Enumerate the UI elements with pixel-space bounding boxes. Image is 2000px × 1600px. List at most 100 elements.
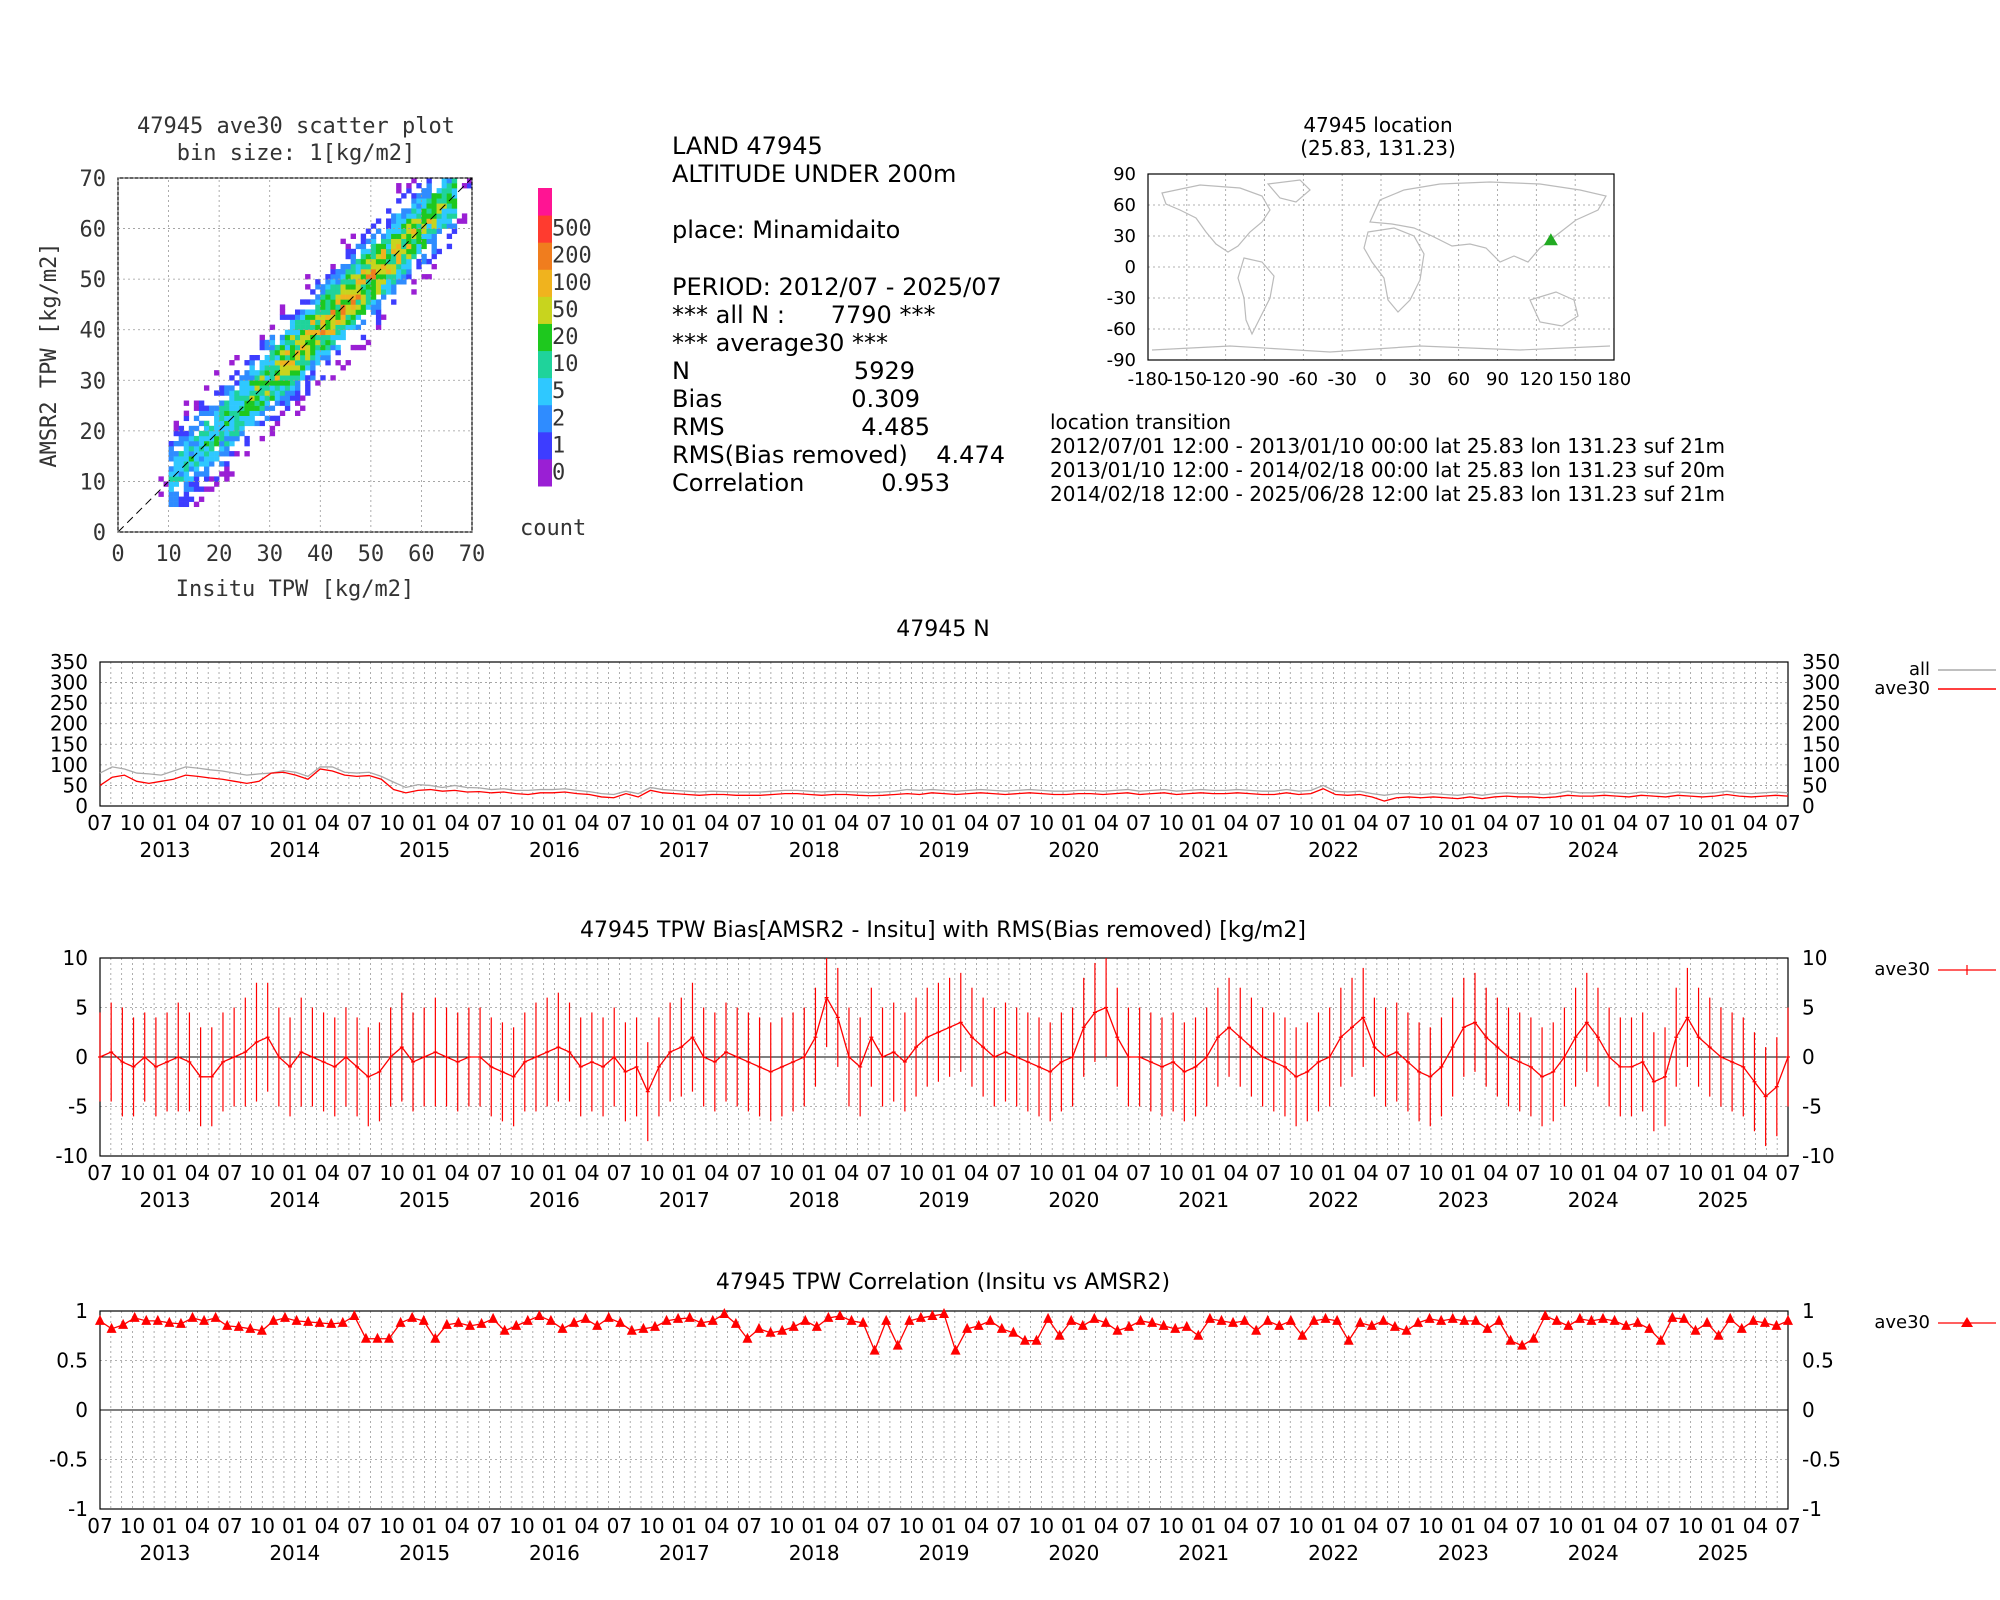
scatter-cell [178,461,185,467]
scatter-one-to-one-line [117,177,473,533]
scatter-cell [264,365,271,371]
scatter-cell [274,375,281,381]
correlation-point [1332,1314,1343,1325]
scatter-cell [431,233,437,239]
correlation-point [199,1314,210,1325]
correlation-point [418,1314,429,1325]
scatter-cell [406,253,412,260]
scatter-cell [335,344,341,351]
correlation-point [615,1316,626,1327]
scatter-cell [391,258,397,265]
scatter-cell [224,476,230,482]
scatter-cell [330,294,336,300]
month-tick-label: 04 [1094,811,1119,835]
month-tick-label: 04 [964,1514,989,1538]
month-tick-label: 04 [1613,1161,1638,1185]
scatter-cell [370,243,377,250]
correlation-point [1112,1324,1123,1335]
scatter-cell [229,435,235,442]
scatter-cell [198,430,205,437]
map-xtick-label: 90 [1486,369,1509,390]
year-label: 2025 [1698,838,1749,862]
ytick-label-right: -5 [1802,1095,1822,1119]
scatter-cell [274,400,281,406]
month-tick-label: 04 [1483,1161,1508,1185]
scatter-cell [300,309,306,315]
scatter-cell [198,405,205,411]
scatter-cell [224,461,230,467]
scatter-cell [380,314,387,320]
month-tick-label: 01 [412,1514,437,1538]
scatter-cell [239,400,245,406]
scatter-cell [416,258,422,265]
scatter-cell [173,420,179,427]
scatter-cell [259,390,265,396]
correlation-point [1598,1312,1609,1323]
month-tick-label: 01 [672,811,697,835]
scatter-cell [436,208,442,214]
correlation-point [1239,1314,1250,1325]
scatter-cell [219,451,225,457]
scatter-cell [259,334,265,341]
scatter-cell [370,238,377,245]
scatter-cell [219,390,225,396]
correlation-point [326,1317,337,1328]
scatter-cell [289,365,296,371]
scatter-cell [370,233,377,239]
scatter-cell [183,410,190,416]
scatter-cell [173,461,179,467]
scatter-cell [446,183,453,189]
scatter-cell [401,279,407,285]
scatter-cell [239,415,245,422]
scatter-cell [396,279,402,285]
scatter-cell [441,178,448,184]
scatter-cell [168,440,174,447]
scatter-cell [401,269,407,275]
scatter-xtick-label: 10 [155,542,182,567]
colorbar-label: 500 [552,217,592,242]
scatter-cell [315,349,321,356]
scatter-cell [355,309,362,315]
colorbar-segment [538,269,552,297]
correlation-point [256,1324,267,1335]
scatter-cell [269,430,276,437]
scatter-cell [198,471,205,477]
scatter-cell [183,491,190,497]
correlation-point [1505,1334,1516,1345]
scatter-cell [305,349,311,356]
scatter-cell [340,294,346,300]
year-label: 2024 [1568,1541,1619,1565]
scatter-cell [274,349,281,356]
scatter-cell [203,385,210,391]
scatter-cell [360,269,367,275]
colorbar-segment [538,404,552,433]
scatter-cell [426,188,432,194]
scatter-cell [330,309,336,315]
scatter-cell [355,314,362,320]
scatter-cell [295,344,301,351]
scatter-cell [360,294,367,300]
scatter-cell [375,289,382,295]
correlation-point [777,1324,788,1335]
station-marker [1543,233,1558,246]
scatter-cell [203,405,210,411]
scatter-cell [421,274,427,280]
month-tick-label: 04 [1483,1514,1508,1538]
scatter-cell [183,400,190,406]
scatter-cell [183,430,190,437]
scatter-cell [451,183,458,189]
ytick-label-left: -5 [68,1095,88,1119]
scatter-cell [249,375,255,381]
scatter-cell [360,233,367,239]
scatter-cell [178,501,185,508]
correlation-point [580,1312,591,1323]
scatter-cell [239,380,245,386]
australia-outline [1529,291,1579,327]
scatter-cell [431,243,437,250]
scatter-cell [345,314,351,320]
month-tick-label: 10 [1418,811,1443,835]
month-tick-label: 10 [120,811,145,835]
correlation-point [1193,1329,1204,1340]
scatter-ytick-label: 30 [80,369,107,394]
ytick-label-left: 5 [75,996,88,1020]
